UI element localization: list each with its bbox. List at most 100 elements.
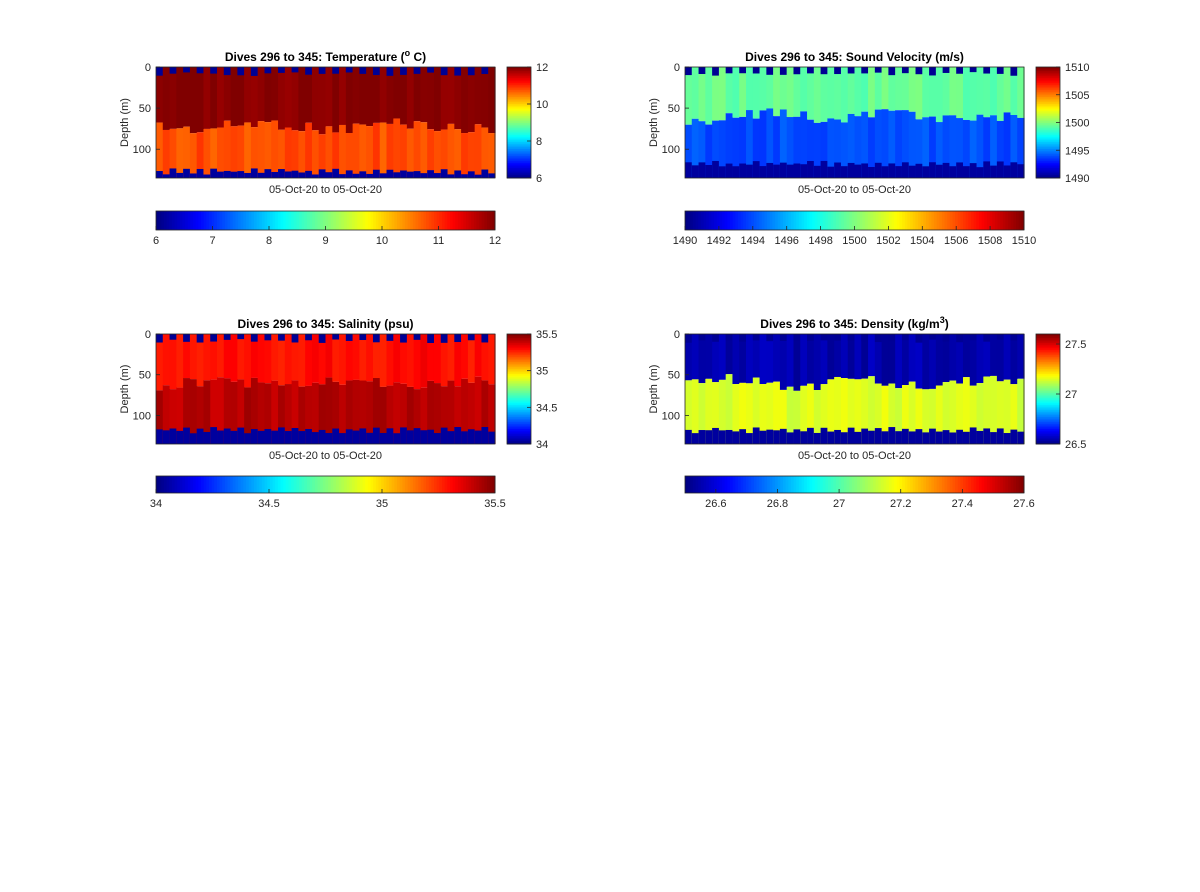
heatmap-cell	[413, 334, 421, 340]
colorbar-segment	[957, 211, 961, 230]
colorbar-segment	[428, 476, 432, 493]
heatmap-cell	[746, 164, 754, 178]
heatmap-cell	[779, 109, 788, 178]
heatmap-cell	[813, 432, 821, 444]
heatmap-cell	[352, 430, 360, 444]
colorbar-segment	[507, 418, 531, 421]
colorbar-segment	[912, 211, 916, 230]
colorbar-segment	[1036, 174, 1060, 177]
colorbar-segment	[859, 476, 863, 493]
colorbar-segment	[261, 476, 266, 493]
colorbar-segment	[232, 476, 236, 493]
colorbar-segment	[293, 211, 297, 230]
heatmap-cell	[752, 161, 760, 178]
heatmap-cell	[461, 334, 469, 379]
colorbar-segment	[878, 476, 882, 493]
heatmap-cell	[447, 380, 455, 444]
colorbar-segment	[507, 94, 531, 97]
colorbar-segment	[875, 211, 879, 230]
colorbar-segment	[507, 160, 531, 163]
heatmap-cell	[1003, 334, 1012, 380]
colorbar-segment	[992, 476, 996, 493]
heatmap-cell	[983, 117, 991, 178]
heatmap-cell	[359, 428, 367, 444]
colorbar-segment	[507, 113, 531, 117]
colorbar-segment	[507, 87, 531, 91]
colorbar-segment	[507, 411, 531, 414]
colorbar-segment	[301, 476, 305, 493]
heatmap-cell	[813, 67, 822, 123]
colorbar-segment	[383, 476, 387, 493]
heatmap-cell	[834, 67, 842, 75]
heatmap-cell	[874, 162, 883, 178]
colorbar-tick-label: 1500	[1065, 118, 1089, 130]
heatmap-cell	[739, 163, 747, 178]
heatmap-cell	[895, 431, 903, 444]
heatmap-cell	[488, 133, 496, 178]
colorbar-segment	[1036, 157, 1060, 160]
heatmap-cell	[223, 334, 232, 379]
colorbar-segment	[163, 211, 168, 230]
heatmap-cell	[1010, 67, 1018, 115]
heatmap-cell	[773, 430, 781, 444]
colorbar-segment	[1036, 132, 1060, 136]
heatmap-cell	[949, 334, 957, 381]
colorbar-segment	[973, 476, 977, 493]
heatmap-cell	[291, 334, 299, 381]
colorbar-segment	[471, 476, 475, 493]
colorbar-segment	[457, 211, 462, 230]
heatmap-cell	[461, 174, 469, 178]
heatmap-cell	[793, 334, 801, 341]
colorbar-segment	[846, 211, 850, 230]
heatmap-cell	[820, 121, 828, 178]
colorbar-segment	[963, 211, 967, 230]
colorbar-segment	[507, 380, 531, 383]
heatmap-cell	[250, 168, 259, 178]
heatmap-cell	[752, 334, 760, 341]
heatmap-cell	[379, 122, 388, 178]
heatmap-cell	[739, 67, 747, 117]
heatmap-cell	[488, 334, 496, 385]
colorbar-segment	[322, 211, 326, 230]
colorbar-segment	[507, 162, 531, 165]
heatmap-cell	[169, 128, 177, 178]
colorbar-segment	[259, 211, 263, 230]
chart-panel-density: Dives 296 to 345: Density (kg/m3)050100D…	[648, 315, 1086, 510]
colorbar-segment	[351, 476, 356, 493]
colorbar-segment	[455, 211, 459, 230]
colorbar-segment	[349, 476, 353, 493]
heatmap-cell	[1003, 112, 1012, 178]
heatmap-cell	[284, 384, 293, 444]
heatmap-cell	[962, 377, 971, 444]
heatmap-cell	[210, 334, 218, 342]
heatmap-cell	[339, 67, 347, 125]
colorbar-segment	[246, 211, 250, 230]
colorbar-segment	[507, 407, 531, 411]
colorbar-segment	[952, 211, 956, 230]
colorbar-segment	[1036, 112, 1060, 115]
colorbar-segment	[822, 211, 826, 230]
heatmap-cell	[861, 67, 869, 74]
heatmap-cell	[746, 433, 754, 444]
colorbar-segment	[992, 211, 996, 230]
heatmap-cell	[183, 67, 191, 73]
heatmap-cell	[908, 67, 917, 112]
colorbar-segment	[730, 476, 734, 493]
heatmap-cell	[196, 168, 204, 178]
heatmap-cell	[834, 334, 842, 377]
heatmap-cell	[962, 119, 971, 178]
colorbar-segment	[351, 211, 356, 230]
colorbar-segment	[434, 476, 438, 493]
colorbar-segment	[158, 211, 162, 230]
colorbar-segment	[216, 211, 221, 230]
colorbar-segment	[1021, 476, 1025, 493]
heatmap-cell	[427, 129, 435, 178]
heatmap-cell	[454, 427, 462, 444]
heatmap-cell	[779, 162, 788, 178]
colorbar-segment	[814, 211, 818, 230]
heatmap-cell	[922, 389, 930, 444]
heatmap-cell	[325, 433, 333, 444]
heatmap-cell	[962, 67, 971, 120]
colorbar-segment	[1036, 421, 1060, 424]
colorbar-segment	[780, 476, 784, 493]
